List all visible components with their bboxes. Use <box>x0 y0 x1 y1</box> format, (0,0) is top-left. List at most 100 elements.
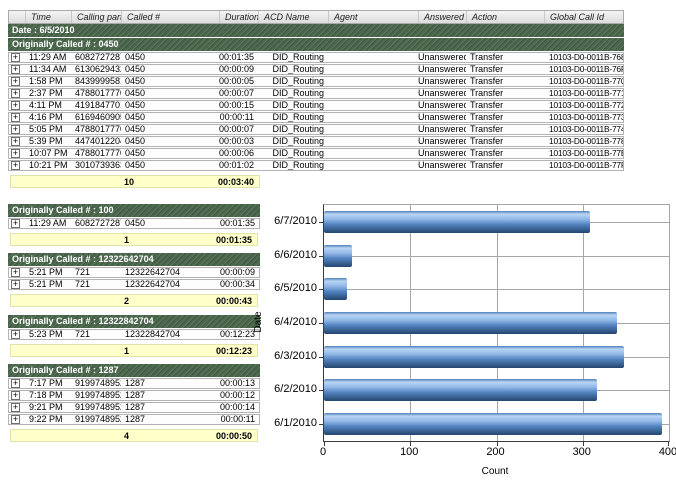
cell-calling: 4191847701 <box>75 101 121 110</box>
call-row: +4:16 PM 6169460905 0450 00:00:11 DID_Routin… <box>8 112 624 123</box>
cell-calling: 721 <box>75 280 91 289</box>
group-total-count: 1 <box>124 235 130 245</box>
gridline-horizontal <box>324 289 669 291</box>
cell-called: 1287 <box>125 403 146 412</box>
cell-duration: 00:00:07 <box>219 89 255 98</box>
call-row: +2:37 PM 4788017770 0450 00:00:07 DID_Routin… <box>8 88 624 99</box>
x-axis-tick <box>582 442 584 446</box>
cell-time: 5:21 PM <box>29 280 63 289</box>
expand-button[interactable]: + <box>11 89 20 98</box>
call-row: +10:21 PM 3010739363 0450 00:01:02 DID_Routi… <box>8 160 624 171</box>
cell-calling: 4788017770 <box>75 89 121 98</box>
expand-button[interactable]: + <box>11 113 20 122</box>
cell-duration: 00:01:02 <box>219 161 255 170</box>
expand-button[interactable]: + <box>11 65 20 74</box>
cell-action: Transfer <box>470 53 504 62</box>
group-total-duration: 00:12:23 <box>215 346 252 356</box>
chart-bar <box>324 345 625 368</box>
expand-button[interactable]: + <box>11 415 20 424</box>
cell-answered: Unanswered <box>418 137 466 146</box>
expand-button[interactable]: + <box>11 280 20 289</box>
expander-cell: + <box>9 137 25 146</box>
cell-action: Transfer <box>470 137 504 146</box>
cell-duration: 00:00:11 <box>220 415 255 424</box>
expander-cell: + <box>9 125 25 134</box>
call-row: +5:05 PM 4788017770 0450 00:00:07 DID_Routin… <box>8 124 624 135</box>
x-tick-label: 400 <box>658 446 676 458</box>
cell-gcid: 10103-D0-0011B-77F <box>549 161 623 170</box>
expand-button[interactable]: + <box>11 125 20 134</box>
cell-acd: DID_Routing <box>272 137 324 146</box>
expand-button[interactable]: + <box>11 403 20 412</box>
expand-button[interactable]: + <box>11 77 20 86</box>
expand-button[interactable]: + <box>11 268 20 277</box>
called-group-band: Originally Called # : 12322642704 <box>8 253 260 266</box>
call-rows: +5:23 PM 721 12322842704 00:12:23 <box>8 329 624 340</box>
cell-calling: 721 <box>75 330 91 339</box>
cell-duration: 00:00:34 <box>219 280 255 289</box>
call-row: +5:21 PM 721 12322642704 00:00:09 <box>8 267 260 278</box>
y-axis-tick <box>319 289 324 291</box>
cell-agent <box>328 113 418 122</box>
cell-calling: 3010739363 <box>75 161 121 170</box>
cell-calling: 4788017770 <box>75 125 121 134</box>
group-summary-row: 1 00:01:35 <box>10 233 258 246</box>
cell-time: 9:21 PM <box>29 403 63 412</box>
called-group-band: Originally Called # : 1287 <box>8 364 260 377</box>
cell-calling: 9199748952 <box>75 403 121 412</box>
y-tick-label: 6/3/2010 <box>274 349 317 362</box>
cell-acd: DID_Routing <box>272 77 324 86</box>
cell-calling: 8439999581 <box>75 77 121 86</box>
column-header-calling: Calling party # <box>71 11 121 23</box>
expander-cell: + <box>9 53 25 62</box>
cell-action: Transfer <box>470 161 504 170</box>
expand-button[interactable]: + <box>11 101 20 110</box>
y-tick-label: 6/7/2010 <box>274 214 317 227</box>
x-tick-label: 100 <box>400 446 419 458</box>
expander-cell: + <box>9 415 25 424</box>
expand-button[interactable]: + <box>11 391 20 400</box>
chart-plot-area <box>319 204 670 446</box>
expand-button[interactable]: + <box>11 137 20 146</box>
expand-button[interactable]: + <box>11 330 20 339</box>
expander-cell: + <box>9 280 25 289</box>
date-group-band: Date : 6/5/2010 <box>8 24 624 37</box>
cell-gcid: 10103-D0-0011B-774 <box>549 125 623 134</box>
expand-button[interactable]: + <box>11 149 20 158</box>
cell-called: 1287 <box>125 415 146 424</box>
group-summary-row: 1 00:12:23 <box>10 344 258 357</box>
cell-called: 0450 <box>125 77 146 86</box>
call-row: +5:21 PM 721 12322642704 00:00:34 <box>8 279 260 290</box>
cell-action: Transfer <box>470 113 504 122</box>
expander-cell: + <box>9 113 25 122</box>
call-row: +11:29 AM 6082727287 0450 00:01:35 DID_Routi… <box>8 52 624 63</box>
group-total-count: 10 <box>124 177 135 187</box>
y-tick-label: 6/2/2010 <box>274 383 317 396</box>
call-row: +4:11 PM 4191847701 0450 00:00:15 DID_Routin… <box>8 100 624 111</box>
cell-time: 7:18 PM <box>29 391 63 400</box>
called-group-band: Originally Called # : 0450 <box>8 38 624 51</box>
cell-duration: 00:00:15 <box>219 101 255 110</box>
cell-duration: 00:00:09 <box>219 65 255 74</box>
cell-calling: 6082727287 <box>75 53 121 62</box>
cell-acd: DID_Routing <box>272 89 324 98</box>
cell-agent <box>328 53 418 62</box>
group-summary-row: 10 00:03:40 <box>10 175 260 188</box>
cell-time: 2:37 PM <box>29 89 63 98</box>
call-group: Originally Called # : 100 +11:29 AM 608272… <box>8 204 624 246</box>
cell-called: 0450 <box>125 89 146 98</box>
expand-button[interactable]: + <box>11 379 20 388</box>
cell-acd: DID_Routing <box>272 149 324 158</box>
cell-duration: 00:00:14 <box>219 403 255 412</box>
cell-gcid: 10103-D0-0011B-76F <box>549 65 623 74</box>
expander-cell: + <box>9 403 25 412</box>
x-tick-label: 200 <box>486 446 505 458</box>
cell-duration: 00:00:03 <box>219 137 255 146</box>
cell-action: Transfer <box>470 77 504 86</box>
expand-button[interactable]: + <box>11 53 20 62</box>
called-group-band: Originally Called # : 100 <box>8 204 260 217</box>
cell-time: 5:23 PM <box>29 330 63 339</box>
expand-button[interactable]: + <box>11 161 20 170</box>
expand-button[interactable]: + <box>11 219 20 228</box>
cell-agent <box>328 65 418 74</box>
